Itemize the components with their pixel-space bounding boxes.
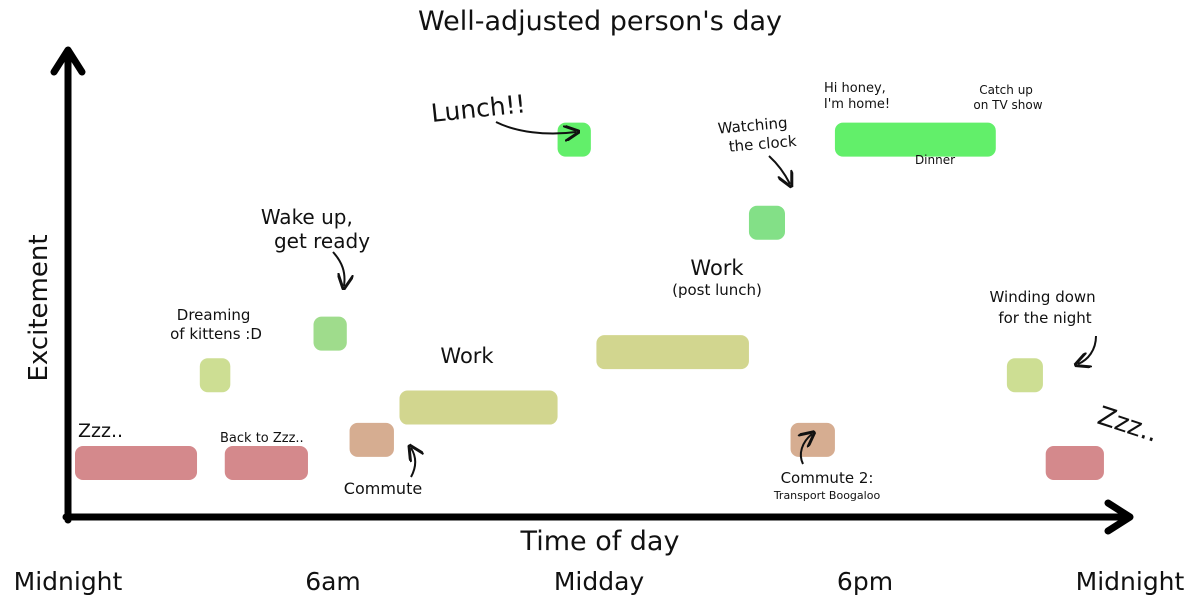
bar-back-to-sleep (224, 446, 308, 480)
label-hi-honey-line2: I'm home! (824, 97, 890, 112)
label-hi-honey: Hi honey, I'm home! (824, 81, 890, 112)
arrow-commute2 (801, 434, 812, 465)
label-wake-up: Wake up, get ready (261, 205, 370, 253)
bar-sleep1 (75, 446, 198, 480)
label-sleep2: Zzz.. (1094, 401, 1162, 449)
bar-dreaming (199, 358, 231, 393)
y-axis-label: Excitement (24, 234, 54, 381)
x-tick-label: Midnight (14, 567, 123, 596)
label-winding-down-line2: for the night (998, 309, 1091, 327)
chart-title: Well-adjusted person's day (418, 6, 782, 37)
bar-work (399, 390, 558, 425)
x-tick-label: Midnight (1076, 567, 1185, 596)
x-tick-label: 6am (305, 567, 361, 596)
label-winding-down-line1: Winding down (990, 288, 1096, 306)
label-back-to-sleep: Back to Zzz.. (220, 431, 304, 446)
label-watching-clock: Watching the clock (717, 113, 798, 157)
bar-work-post-lunch (596, 335, 749, 370)
label-dinner: Dinner (915, 153, 955, 167)
label-dreaming-line2: of kittens :D (170, 325, 262, 343)
label-commute: Commute (344, 479, 422, 498)
bar-dinner (834, 122, 996, 157)
bar-sleep2 (1045, 446, 1104, 480)
label-lunch: Lunch!! (430, 89, 527, 128)
bar-watching-clock (748, 205, 785, 240)
x-axis-label: Time of day (520, 526, 680, 557)
bar-lunch (557, 122, 591, 157)
label-catch-up-line1: Catch up (979, 83, 1033, 97)
label-work-post-lunch: Work (690, 256, 744, 280)
bar-winding-down (1006, 358, 1043, 393)
label-work: Work (440, 344, 494, 368)
sublabel-work-post-lunch: (post lunch) (672, 281, 762, 299)
arrow-watching-clock (768, 155, 790, 184)
label-winding-down: Winding down for the night (990, 288, 1101, 327)
label-dreaming-line1: Dreaming (177, 306, 251, 324)
bar-commute2 (790, 422, 835, 457)
arrow-wake-up (332, 251, 345, 286)
x-axis-arrowhead (1104, 499, 1134, 535)
y-axis-arrowhead (50, 46, 86, 76)
arrow-lunch (495, 121, 576, 134)
arrow-commute (411, 448, 415, 478)
bar-wake-up (313, 316, 347, 351)
label-wake-up-line1: Wake up, (261, 205, 353, 229)
label-watching-clock-line2: the clock (728, 132, 798, 156)
label-catch-up-line2: on TV show (973, 98, 1042, 112)
label-dreaming: Dreaming of kittens :D (170, 306, 262, 343)
x-tick-label: Midday (554, 567, 645, 596)
label-catch-up: Catch up on TV show (973, 83, 1042, 112)
x-tick-label: 6pm (837, 567, 893, 596)
sublabel-commute2: Transport Boogaloo (773, 489, 881, 502)
label-commute2: Commute 2: (781, 469, 874, 487)
label-wake-up-line2: get ready (274, 229, 370, 253)
bar-commute (349, 422, 394, 457)
label-sleep1: Zzz.. (78, 420, 123, 442)
activity-bars (75, 122, 1104, 480)
arrow-winding-down (1078, 335, 1097, 364)
label-hi-honey-line1: Hi honey, (824, 81, 886, 96)
